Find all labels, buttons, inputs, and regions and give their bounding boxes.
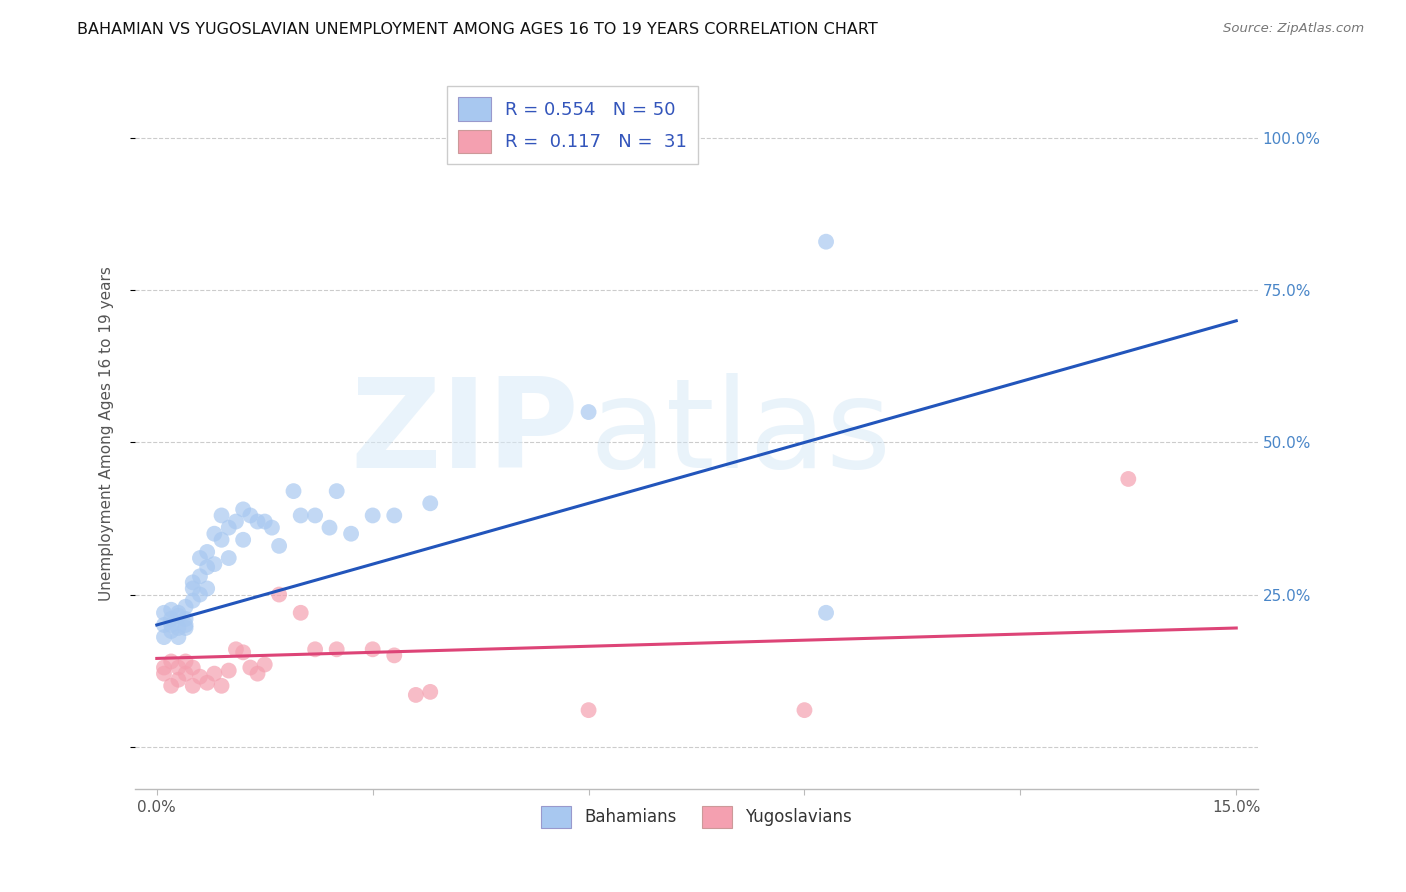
Point (246, 515, 269, 529)
Point (174, 666, 197, 681)
Point (174, 621, 197, 635)
Point (181, 582, 204, 596)
Point (153, 618, 176, 632)
Point (181, 660, 204, 674)
Point (188, 569, 211, 583)
Y-axis label: Unemployment Among Ages 16 to 19 years: Unemployment Among Ages 16 to 19 years (100, 266, 114, 601)
Text: ZIP: ZIP (350, 373, 579, 494)
Point (195, 560, 218, 574)
Text: BAHAMIAN VS YUGOSLAVIAN UNEMPLOYMENT AMONG AGES 16 TO 19 YEARS CORRELATION CHART: BAHAMIAN VS YUGOSLAVIAN UNEMPLOYMENT AMO… (77, 22, 879, 37)
Point (419, 496, 441, 510)
Point (815, 606, 838, 620)
Point (232, 502, 254, 516)
Point (167, 673, 190, 687)
Point (382, 508, 405, 523)
Point (188, 670, 211, 684)
Point (253, 657, 276, 672)
Point (195, 582, 218, 596)
Point (815, 235, 838, 249)
Point (225, 642, 247, 657)
Point (153, 666, 176, 681)
Point (232, 645, 254, 659)
Point (167, 606, 190, 620)
Point (160, 612, 183, 626)
Point (167, 608, 190, 623)
Point (167, 660, 190, 674)
Point (174, 618, 197, 632)
Point (218, 521, 240, 535)
Point (340, 526, 363, 541)
Point (318, 521, 340, 535)
Point (160, 618, 183, 632)
Point (304, 642, 326, 657)
Point (578, 405, 600, 419)
Point (325, 642, 347, 657)
Point (253, 515, 276, 529)
Point (167, 630, 190, 644)
Point (290, 606, 312, 620)
Point (174, 612, 197, 626)
Point (419, 685, 441, 699)
Point (174, 655, 197, 669)
Point (160, 624, 183, 638)
Point (239, 660, 262, 674)
Point (160, 655, 183, 669)
Point (153, 606, 176, 620)
Point (246, 666, 269, 681)
Point (269, 588, 291, 602)
Point (405, 688, 427, 702)
Point (232, 533, 254, 547)
Point (153, 630, 176, 644)
Point (239, 508, 262, 523)
Point (202, 526, 225, 541)
Point (211, 533, 233, 547)
Point (361, 642, 384, 657)
Point (174, 599, 197, 614)
Point (188, 588, 211, 602)
Point (211, 679, 233, 693)
Point (181, 679, 204, 693)
Point (225, 515, 247, 529)
Point (793, 703, 815, 717)
Point (1116, 472, 1139, 486)
Point (304, 508, 326, 523)
Point (325, 484, 347, 499)
Legend: Bahamians, Yugoslavians: Bahamians, Yugoslavians (534, 799, 859, 834)
Point (202, 666, 225, 681)
Text: Source: ZipAtlas.com: Source: ZipAtlas.com (1223, 22, 1364, 36)
Point (160, 679, 183, 693)
Point (195, 675, 218, 690)
Point (218, 551, 240, 566)
Point (260, 521, 283, 535)
Point (382, 648, 405, 663)
Point (361, 508, 384, 523)
Point (202, 557, 225, 571)
Point (181, 575, 204, 590)
Point (269, 539, 291, 553)
Point (290, 508, 312, 523)
Point (167, 621, 190, 635)
Point (195, 545, 218, 559)
Point (283, 484, 305, 499)
Point (181, 593, 204, 607)
Point (160, 603, 183, 617)
Point (218, 664, 240, 678)
Point (211, 508, 233, 523)
Text: atlas: atlas (591, 373, 891, 494)
Point (578, 703, 600, 717)
Point (153, 660, 176, 674)
Point (188, 551, 211, 566)
